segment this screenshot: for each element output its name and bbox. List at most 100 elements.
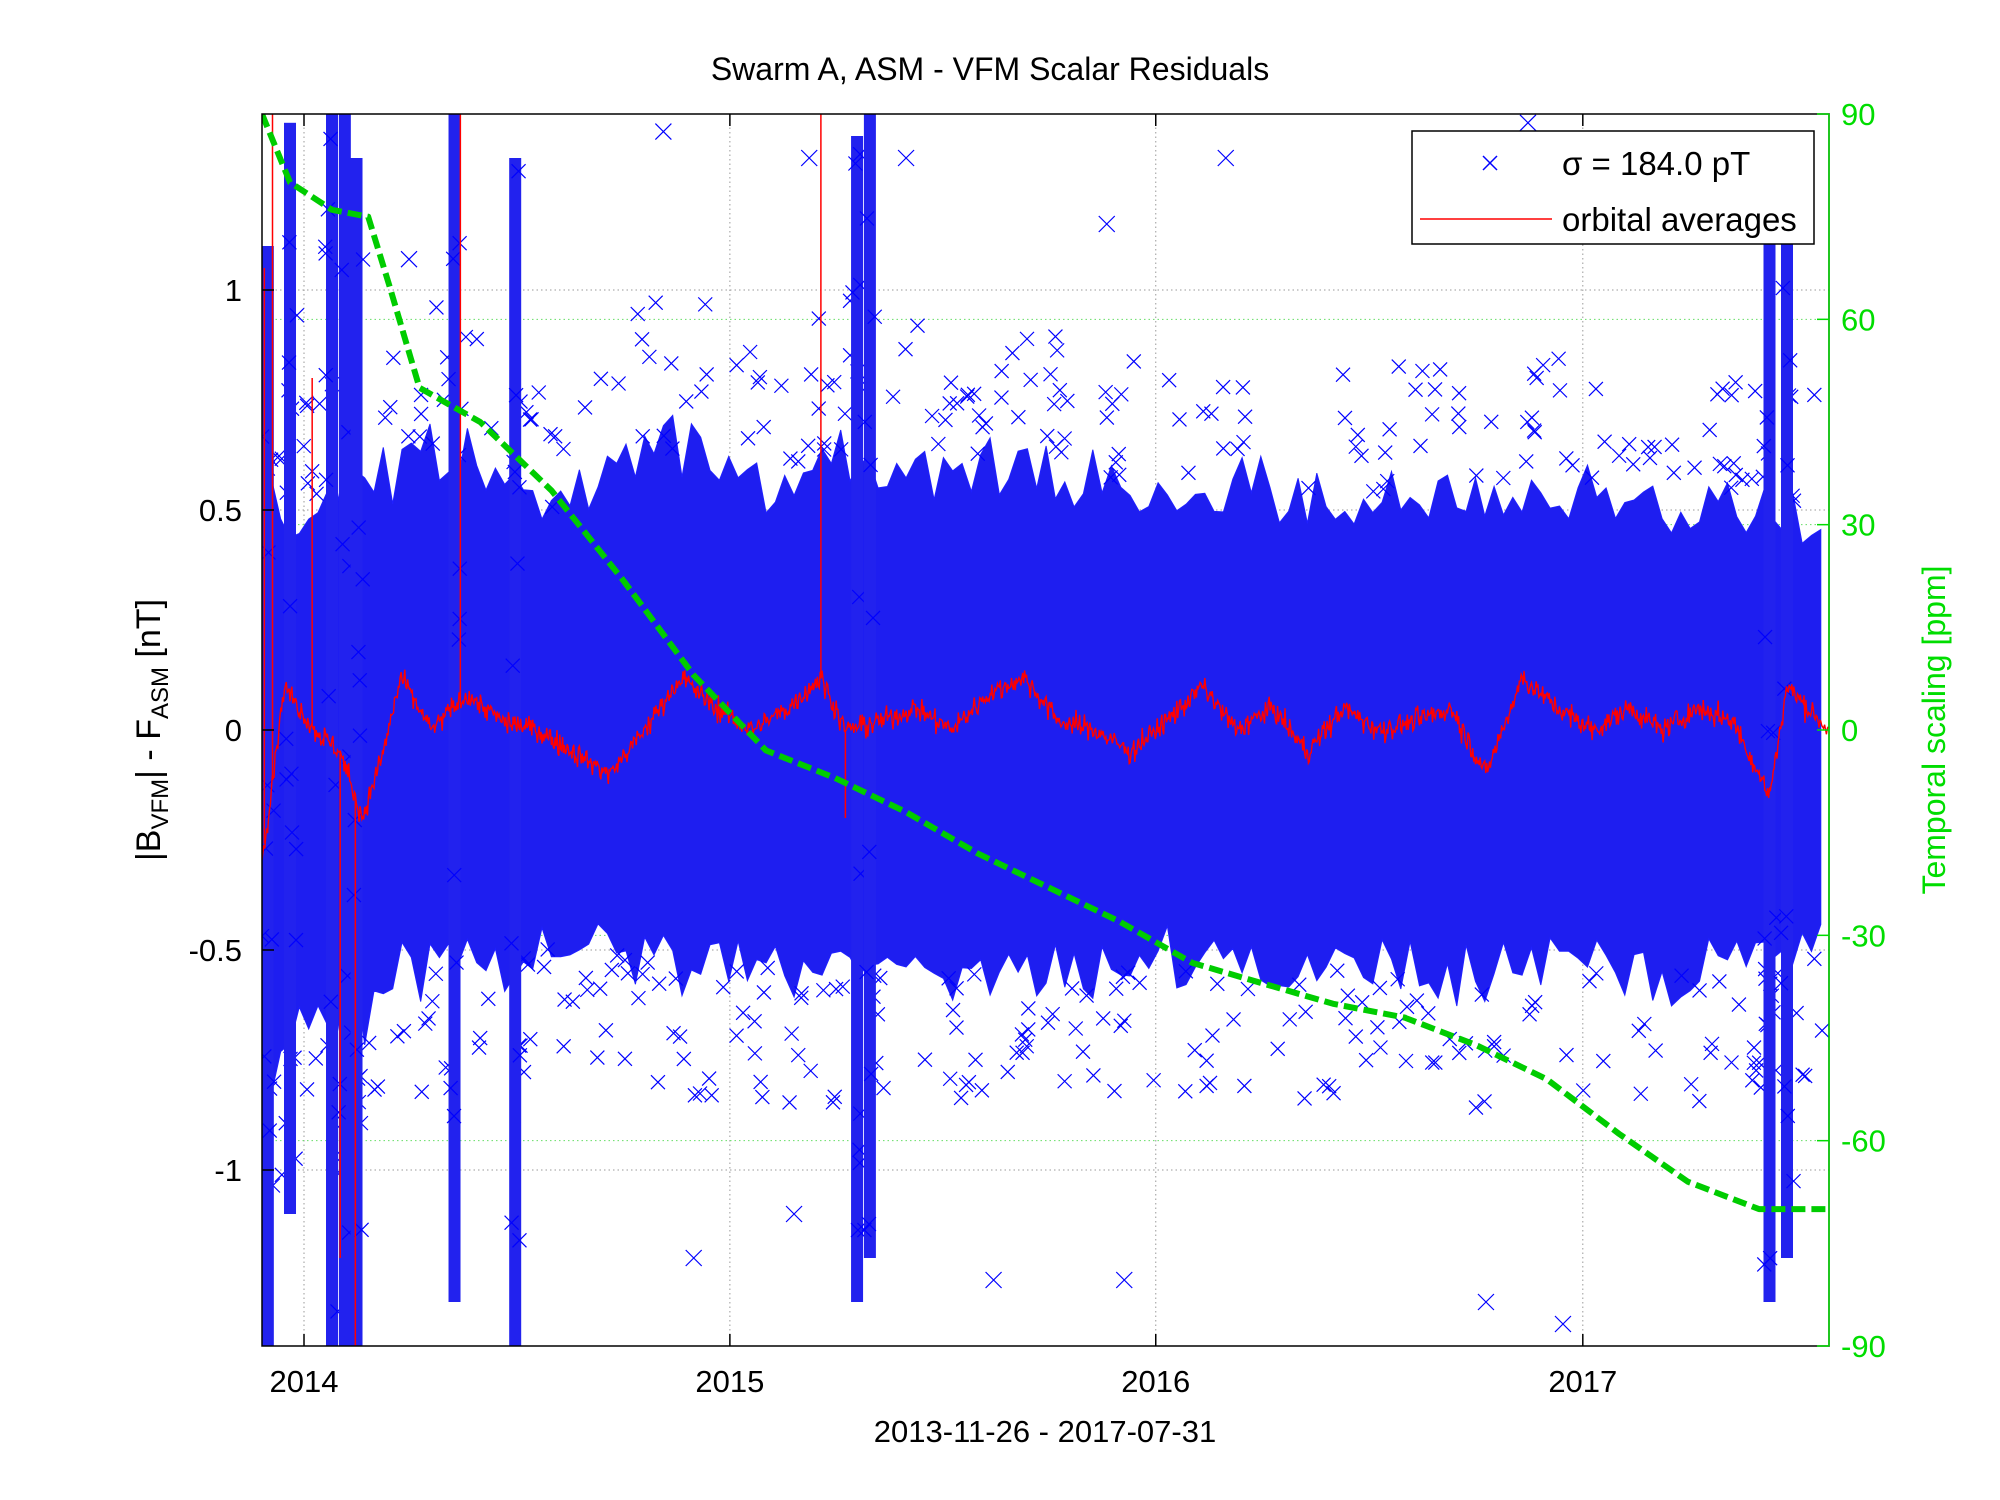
- residual-spike-marker: [346, 887, 362, 903]
- residual-marker: [1468, 1100, 1484, 1116]
- residual-marker: [1451, 419, 1467, 435]
- residual-marker: [1486, 1034, 1502, 1050]
- residual-marker: [620, 965, 636, 981]
- residual-marker: [664, 441, 680, 456]
- y2-tick-label: 90: [1841, 97, 1875, 132]
- orbital-average-trace: [262, 669, 1829, 860]
- residual-marker: [994, 390, 1009, 405]
- residual-marker: [1369, 1019, 1385, 1035]
- residual-marker: [312, 396, 328, 412]
- residual-spike-marker: [1760, 723, 1776, 739]
- residual-marker: [593, 371, 609, 387]
- x-axis-label: 2013-11-26 - 2017-07-31: [874, 1414, 1216, 1449]
- residual-marker: [1237, 409, 1253, 425]
- residual-marker: [1390, 971, 1406, 987]
- residual-marker: [556, 441, 571, 457]
- residual-marker: [1195, 403, 1211, 419]
- chart-title: Swarm A, ASM - VFM Scalar Residuals: [711, 51, 1269, 87]
- residual-marker: [1715, 381, 1731, 397]
- residual-marker: [835, 979, 851, 995]
- residual-marker: [1199, 1078, 1215, 1094]
- residual-marker: [1358, 1052, 1374, 1068]
- residual-marker: [1019, 1038, 1035, 1054]
- residual-marker: [1377, 445, 1393, 460]
- residual-marker: [1559, 1047, 1574, 1063]
- residual-marker: [1529, 370, 1545, 386]
- residual-marker: [1687, 460, 1702, 476]
- residual-marker: [1726, 455, 1742, 471]
- residual-marker: [429, 300, 444, 315]
- residual-marker: [1005, 345, 1020, 361]
- residual-spike-marker: [451, 632, 467, 647]
- residual-spike-marker: [1773, 925, 1789, 941]
- residual-marker: [1474, 987, 1490, 1003]
- residual-spike-marker: [1776, 681, 1792, 697]
- legend: σ = 184.0 pT orbital averages: [1411, 130, 1815, 245]
- residual-marker: [617, 952, 633, 968]
- residual-marker: [1427, 1055, 1443, 1070]
- residual-marker: [1703, 1045, 1719, 1061]
- residual-marker: [1527, 424, 1543, 440]
- residual-marker: [1240, 981, 1256, 997]
- residual-spike-marker: [1765, 725, 1781, 741]
- residual-spike-marker: [508, 387, 524, 403]
- residual-marker: [556, 1038, 572, 1054]
- residual-spike-marker: [349, 1042, 365, 1058]
- residual-marker: [898, 341, 913, 357]
- residual-marker: [960, 387, 976, 403]
- residual-marker: [536, 959, 552, 975]
- residual-marker: [949, 1020, 964, 1036]
- residual-outlier: [685, 1249, 703, 1267]
- residual-marker: [1340, 988, 1356, 1004]
- residual-spike-marker: [505, 658, 521, 674]
- residual-marker: [917, 1052, 933, 1068]
- residual-marker: [1199, 1053, 1215, 1069]
- residual-marker: [1338, 1010, 1353, 1026]
- residual-marker: [565, 994, 581, 1010]
- residual-marker: [1282, 1011, 1298, 1027]
- residual-marker: [1215, 441, 1231, 456]
- residual-marker: [377, 410, 393, 426]
- residual-marker: [747, 1045, 763, 1061]
- residual-spike: [509, 158, 522, 1346]
- residual-marker: [1120, 965, 1136, 981]
- residual-marker: [1015, 1045, 1030, 1061]
- residual-marker: [1723, 480, 1739, 496]
- residual-marker: [811, 401, 827, 417]
- residual-marker: [790, 1047, 806, 1063]
- residual-marker: [635, 966, 651, 982]
- residual-marker: [298, 395, 314, 411]
- residual-marker: [1049, 342, 1065, 358]
- residual-marker: [656, 428, 672, 444]
- residual-marker: [547, 428, 563, 444]
- residual-spike-marker: [1786, 1173, 1801, 1189]
- residual-marker: [425, 436, 441, 451]
- residual-marker: [370, 1079, 386, 1094]
- residual-marker: [784, 1026, 800, 1042]
- residual-marker: [1744, 471, 1760, 487]
- residual-marker: [692, 1086, 708, 1101]
- y-label-mid: | - F: [130, 719, 168, 779]
- residual-marker: [524, 411, 539, 427]
- residual-spike: [262, 246, 274, 1346]
- residual-marker: [1611, 448, 1627, 464]
- residual-marker: [678, 393, 694, 409]
- residual-marker: [729, 964, 745, 979]
- residual-marker: [1172, 412, 1187, 427]
- residual-marker: [1795, 1067, 1811, 1083]
- residual-spike-marker: [262, 1123, 278, 1138]
- residual-spike-marker: [1778, 908, 1794, 924]
- residual-marker: [803, 1063, 819, 1079]
- residual-marker: [1053, 444, 1069, 460]
- residual-spike-marker: [504, 1215, 519, 1231]
- residual-marker: [617, 1051, 633, 1067]
- residual-spike-marker: [1757, 629, 1773, 645]
- residual-marker: [1329, 963, 1345, 979]
- residual-marker: [385, 350, 401, 366]
- residual-marker: [1735, 472, 1750, 488]
- residual-marker: [687, 1087, 703, 1103]
- residual-marker: [641, 349, 657, 365]
- residual-marker: [978, 415, 994, 431]
- residual-spike-marker: [351, 520, 367, 535]
